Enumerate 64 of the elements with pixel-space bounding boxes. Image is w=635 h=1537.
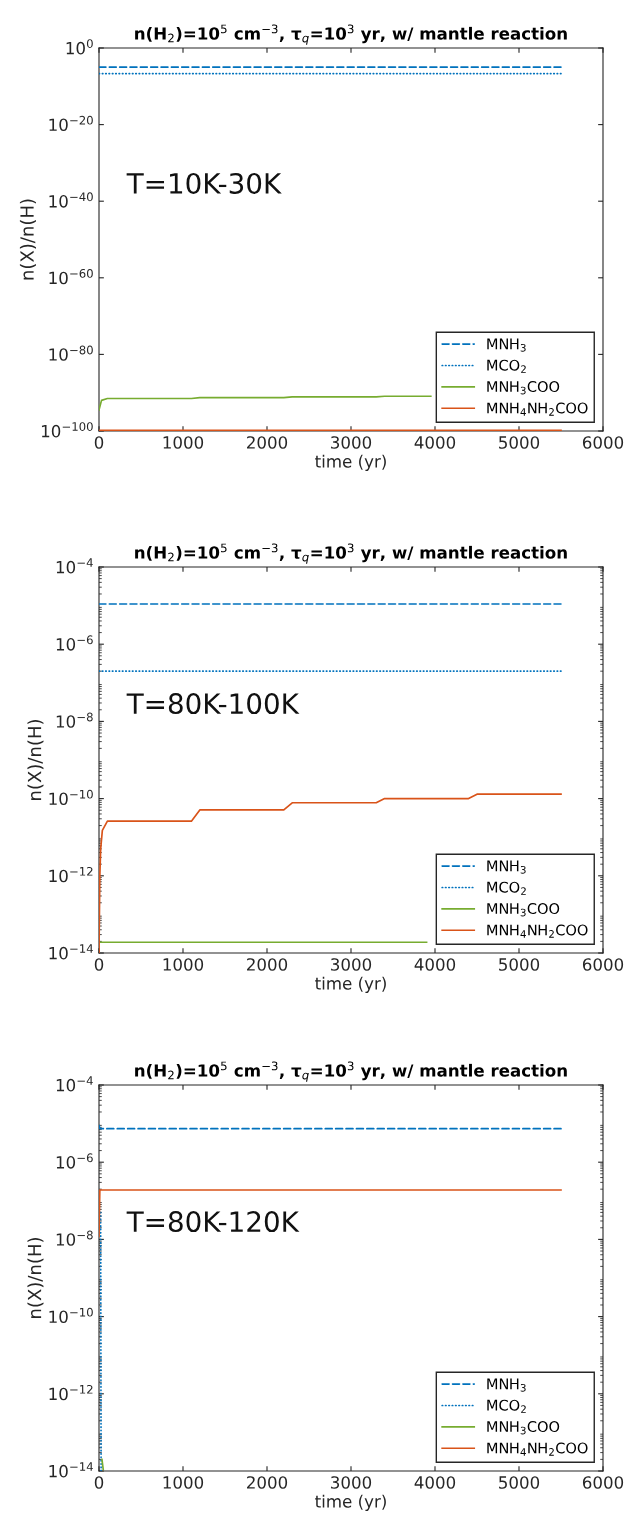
legend-label: MCO$_{2}$ (487, 881, 526, 895)
x-axis-title: time (yr) (315, 1494, 386, 1511)
y-tick-label: 10$^{−8}$ (56, 712, 93, 728)
x-tick-label: 2000 (247, 436, 288, 449)
line-series (99, 395, 432, 411)
y-tick-label: 10$^{−100}$ (41, 422, 93, 438)
legend-label: MCO$_{2}$ (487, 359, 526, 373)
x-tick-label: 0 (94, 436, 104, 449)
chart-title: n(H$_{2}$)=10$^{5}$ cm$^{−3}$, τ$_{q}$=10$^{3}$ yr, w/ mantle reaction (135, 24, 567, 45)
annotation: T=80K-120K (126, 1211, 300, 1233)
y-tick-label: 10$^{−6}$ (56, 1153, 93, 1169)
x-tick-label: 5000 (499, 436, 540, 449)
legend-label: MNH$_{4}$NH$_{2}$COO (487, 402, 588, 416)
y-axis-title: n(X)/n(H) (27, 1238, 44, 1318)
x-tick-label: 6000 (582, 436, 624, 449)
legend-label: MNH$_{4}$NH$_{2}$COO (487, 924, 588, 938)
x-axis-title: time (yr) (315, 976, 386, 993)
x-tick-label: 1000 (163, 1476, 204, 1489)
legend-label: MNH$_{3}$ (487, 1378, 526, 1392)
y-tick-label: 10$^{−8}$ (56, 1230, 93, 1246)
x-tick-label: 0 (94, 1476, 104, 1489)
legend-label: MNH$_{3}$COO (487, 903, 560, 917)
y-tick-label: 10$^{−40}$ (49, 192, 93, 208)
y-tick-label: 10$^{−12}$ (49, 866, 93, 883)
legend-label: MNH$_{3}$COO (487, 1421, 560, 1435)
x-tick-label: 1000 (163, 436, 204, 449)
x-tick-label: 3000 (331, 1476, 372, 1489)
x-tick-label: 3000 (331, 958, 372, 971)
annotation: T=10K-30K (126, 172, 282, 194)
y-tick-label: 10$^{−10}$ (49, 1307, 93, 1324)
y-tick-label: 10$^{−4}$ (56, 1076, 93, 1092)
y-tick-label: 10$^{−14}$ (49, 1462, 93, 1478)
x-tick-label: 4000 (414, 436, 456, 449)
x-tick-label: 0 (94, 958, 104, 971)
x-tick-label: 3000 (331, 436, 372, 449)
chart-title: n(H$_{2}$)=10$^{5}$ cm$^{−3}$, τ$_{q}$=10$^{3}$ yr, w/ mantle reaction (135, 543, 567, 564)
annotation: T=80K-100K (126, 693, 300, 715)
y-axis-title: n(X)/n(H) (27, 720, 44, 800)
x-tick-label: 2000 (247, 1476, 288, 1489)
y-tick-label: 10$^{−14}$ (49, 944, 93, 960)
y-tick-label: 10$^{−20}$ (49, 115, 93, 132)
y-tick-label: 10$^{−6}$ (56, 635, 93, 651)
x-tick-label: 6000 (582, 1476, 624, 1489)
x-tick-label: 4000 (414, 958, 456, 971)
legend-label: MNH$_{4}$NH$_{2}$COO (487, 1442, 588, 1456)
x-tick-label: 4000 (414, 1476, 456, 1489)
x-tick-label: 5000 (499, 1476, 540, 1489)
y-tick-label: 10$^{−80}$ (49, 345, 93, 361)
chart-title: n(H$_{2}$)=10$^{5}$ cm$^{−3}$, τ$_{q}$=10$^{3}$ yr, w/ mantle reaction (135, 1061, 567, 1082)
y-tick-label: 10$^{−4}$ (56, 558, 93, 574)
y-tick-label: 10$^{−60}$ (49, 268, 93, 285)
legend-label: MNH$_{3}$ (487, 338, 526, 352)
x-tick-label: 1000 (163, 958, 204, 971)
legend-label: MNH$_{3}$COO (487, 381, 560, 395)
legend-label: MNH$_{3}$ (487, 860, 526, 874)
y-axis-title: n(X)/n(H) (19, 199, 36, 280)
x-axis-title: time (yr) (315, 454, 386, 471)
x-tick-label: 6000 (582, 958, 624, 971)
y-tick-label: 10$^{−12}$ (49, 1384, 93, 1401)
x-tick-label: 5000 (499, 958, 540, 971)
x-tick-label: 2000 (247, 958, 288, 971)
legend-label: MCO$_{2}$ (487, 1399, 526, 1413)
y-tick-label: 10$^{−10}$ (49, 789, 93, 806)
y-tick-label: 10$^{0}$ (66, 39, 93, 55)
